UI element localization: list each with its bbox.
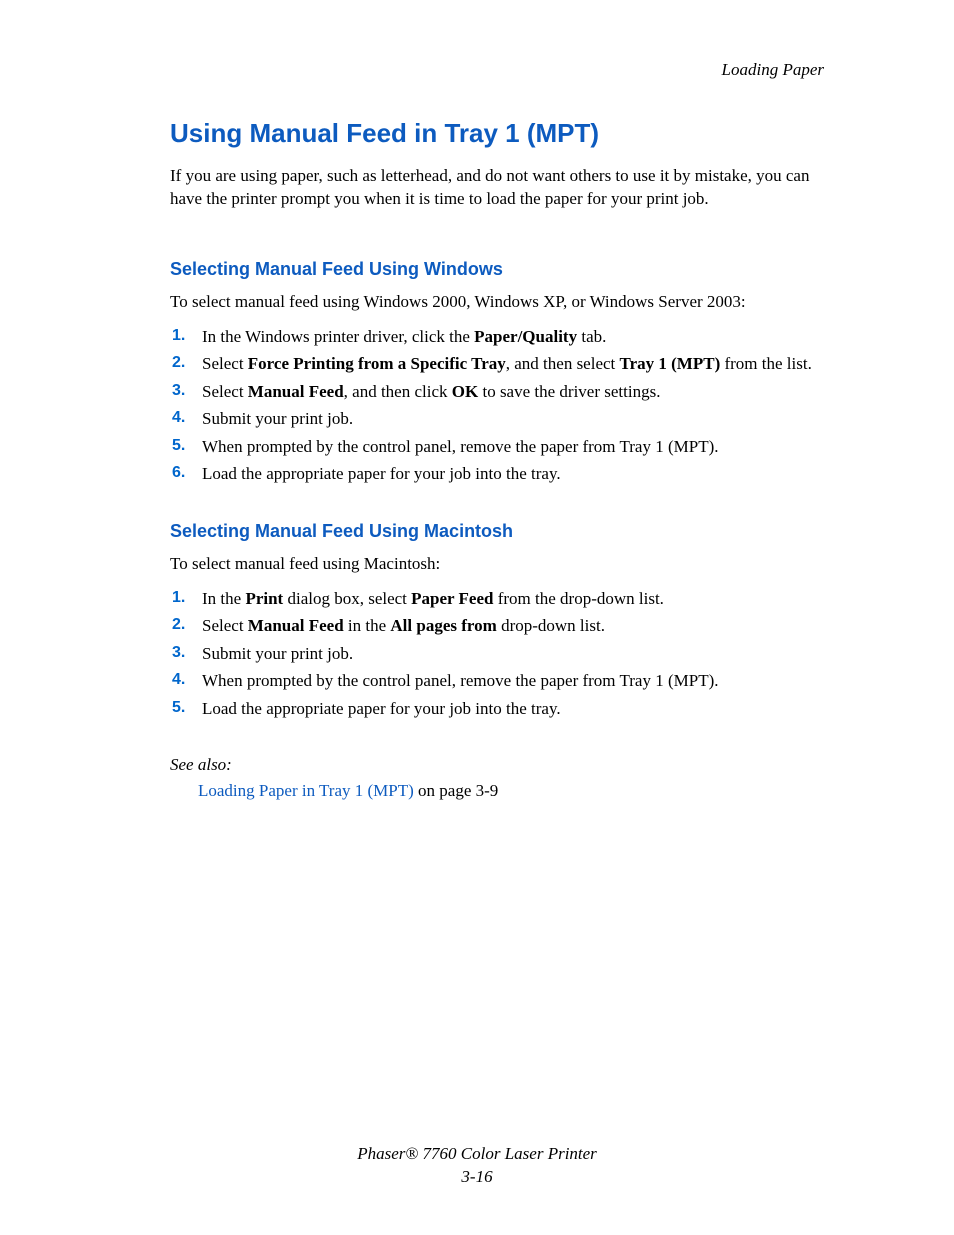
list-item: Submit your print job. [198,641,824,667]
step-text: , and then select [506,354,620,373]
windows-lead: To select manual feed using Windows 2000… [170,292,824,312]
list-item: In the Print dialog box, select Paper Fe… [198,586,824,612]
mac-steps: In the Print dialog box, select Paper Fe… [198,586,824,722]
mac-heading: Selecting Manual Feed Using Macintosh [170,521,824,542]
see-also-label: See also: [170,755,824,775]
list-item: When prompted by the control panel, remo… [198,434,824,460]
bold-text: Paper Feed [411,589,493,608]
step-text: Submit your print job. [202,409,353,428]
list-item: Select Manual Feed, and then click OK to… [198,379,824,405]
step-text: Select [202,616,248,635]
bold-text: Force Printing from a Specific Tray [248,354,506,373]
step-text: In the [202,589,245,608]
step-text: dialog box, select [283,589,411,608]
intro-paragraph: If you are using paper, such as letterhe… [170,165,824,211]
step-text: Load the appropriate paper for your job … [202,464,561,483]
step-text: When prompted by the control panel, remo… [202,437,718,456]
bold-text: Manual Feed [248,616,344,635]
step-text: Select [202,382,248,401]
step-text: , and then click [344,382,452,401]
step-text: In the Windows printer driver, click the [202,327,474,346]
step-text: Submit your print job. [202,644,353,663]
step-text: from the drop-down list. [493,589,663,608]
bold-text: All pages from [390,616,496,635]
list-item: When prompted by the control panel, remo… [198,668,824,694]
step-text: When prompted by the control panel, remo… [202,671,718,690]
list-item: In the Windows printer driver, click the… [198,324,824,350]
step-text: Load the appropriate paper for your job … [202,699,561,718]
page-content: Loading Paper Using Manual Feed in Tray … [0,0,954,801]
mac-lead: To select manual feed using Macintosh: [170,554,824,574]
step-text: Select [202,354,248,373]
list-item: Submit your print job. [198,406,824,432]
step-text: drop-down list. [497,616,605,635]
bold-text: Tray 1 (MPT) [620,354,721,373]
see-also-line: Loading Paper in Tray 1 (MPT) on page 3-… [198,781,824,801]
windows-steps: In the Windows printer driver, click the… [198,324,824,487]
step-text: in the [344,616,391,635]
step-text: from the list. [720,354,812,373]
step-text: to save the driver settings. [478,382,660,401]
step-text: tab. [577,327,606,346]
windows-heading: Selecting Manual Feed Using Windows [170,259,824,280]
list-item: Load the appropriate paper for your job … [198,461,824,487]
footer-page-number: 3-16 [0,1166,954,1189]
list-item: Select Manual Feed in the All pages from… [198,613,824,639]
bold-text: OK [452,382,478,401]
list-item: Load the appropriate paper for your job … [198,696,824,722]
page-title: Using Manual Feed in Tray 1 (MPT) [170,118,824,149]
bold-text: Paper/Quality [474,327,577,346]
header-section-label: Loading Paper [170,60,824,80]
page-footer: Phaser® 7760 Color Laser Printer 3-16 [0,1143,954,1189]
bold-text: Print [245,589,283,608]
see-also-tail: on page 3-9 [414,781,499,800]
footer-product: Phaser® 7760 Color Laser Printer [0,1143,954,1166]
list-item: Select Force Printing from a Specific Tr… [198,351,824,377]
bold-text: Manual Feed [248,382,344,401]
see-also-link[interactable]: Loading Paper in Tray 1 (MPT) [198,781,414,800]
